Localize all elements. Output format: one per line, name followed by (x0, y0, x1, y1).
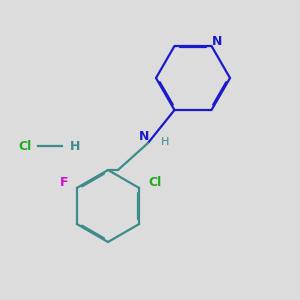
Text: H: H (161, 137, 169, 147)
Text: F: F (60, 176, 68, 190)
Text: N: N (139, 130, 149, 143)
Text: H: H (70, 140, 80, 152)
Text: Cl: Cl (18, 140, 32, 152)
Text: N: N (212, 35, 223, 49)
Text: Cl: Cl (148, 176, 162, 188)
